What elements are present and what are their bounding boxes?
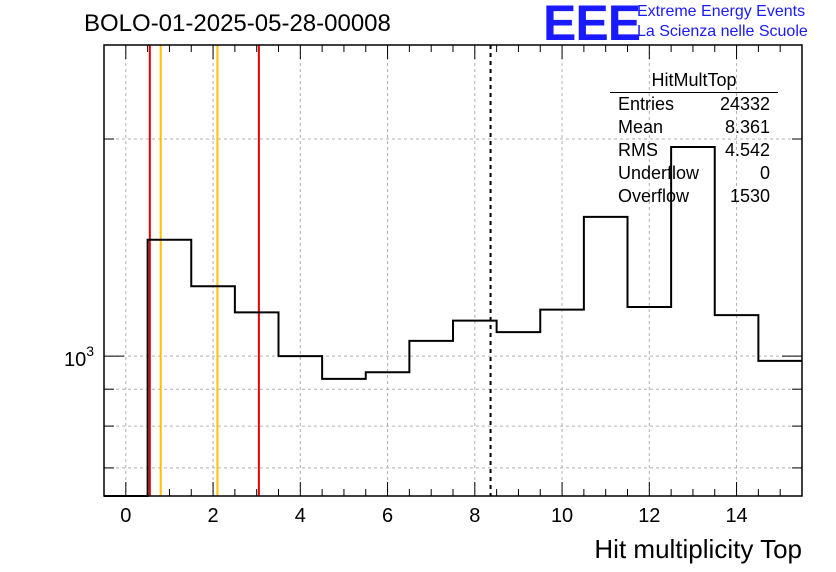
y-tick-base: 10 (64, 349, 86, 371)
stats-box: HitMultTop Entries 24332 Mean 8.361 RMS … (610, 70, 778, 208)
stats-value: 8.361 (724, 117, 770, 137)
stats-row-mean: Mean 8.361 (610, 116, 778, 139)
stats-value: 1530 (729, 186, 770, 206)
stats-title: HitMultTop (610, 70, 778, 93)
stats-row-underflow: Underflow 0 (610, 162, 778, 185)
chart-title: BOLO-01-2025-05-28-00008 (84, 10, 391, 37)
x-tick-label: 4 (295, 505, 306, 527)
x-tick-label: 10 (551, 505, 573, 527)
x-tick-label: 6 (382, 505, 393, 527)
eee-logo: EEE (543, 0, 641, 51)
x-tick-label: 12 (638, 505, 660, 527)
stats-label: Mean (618, 117, 664, 137)
histogram-line (104, 145, 802, 497)
x-tick-label: 8 (469, 505, 480, 527)
x-axis-label: Hit multiplicity Top (594, 534, 802, 564)
stats-label: Entries (618, 94, 675, 114)
stats-label: Overflow (618, 186, 690, 206)
y-tick-label: 103 (64, 343, 94, 371)
stats-value: 24332 (719, 94, 770, 114)
marker-lines (148, 45, 492, 496)
logo-line-2: La Scienza nelle Scuole (637, 23, 808, 40)
histogram-series (104, 145, 802, 497)
stats-row-overflow: Overflow 1530 (610, 185, 778, 208)
stats-value: 4.542 (724, 140, 770, 160)
stats-label: Underflow (618, 163, 700, 183)
stats-row-entries: Entries 24332 (610, 93, 778, 116)
y-tick-exponent: 3 (86, 343, 94, 359)
logo-line-1: Extreme Energy Events (637, 3, 806, 20)
stats-label: RMS (618, 140, 658, 160)
x-tick-label: 0 (120, 505, 131, 527)
x-tick-label: 14 (725, 505, 747, 527)
axis-ticks (104, 45, 802, 496)
x-tick-label: 2 (208, 505, 219, 527)
grid (104, 45, 802, 496)
stats-value: 0 (759, 163, 770, 183)
stats-row-rms: RMS 4.542 (610, 139, 778, 162)
